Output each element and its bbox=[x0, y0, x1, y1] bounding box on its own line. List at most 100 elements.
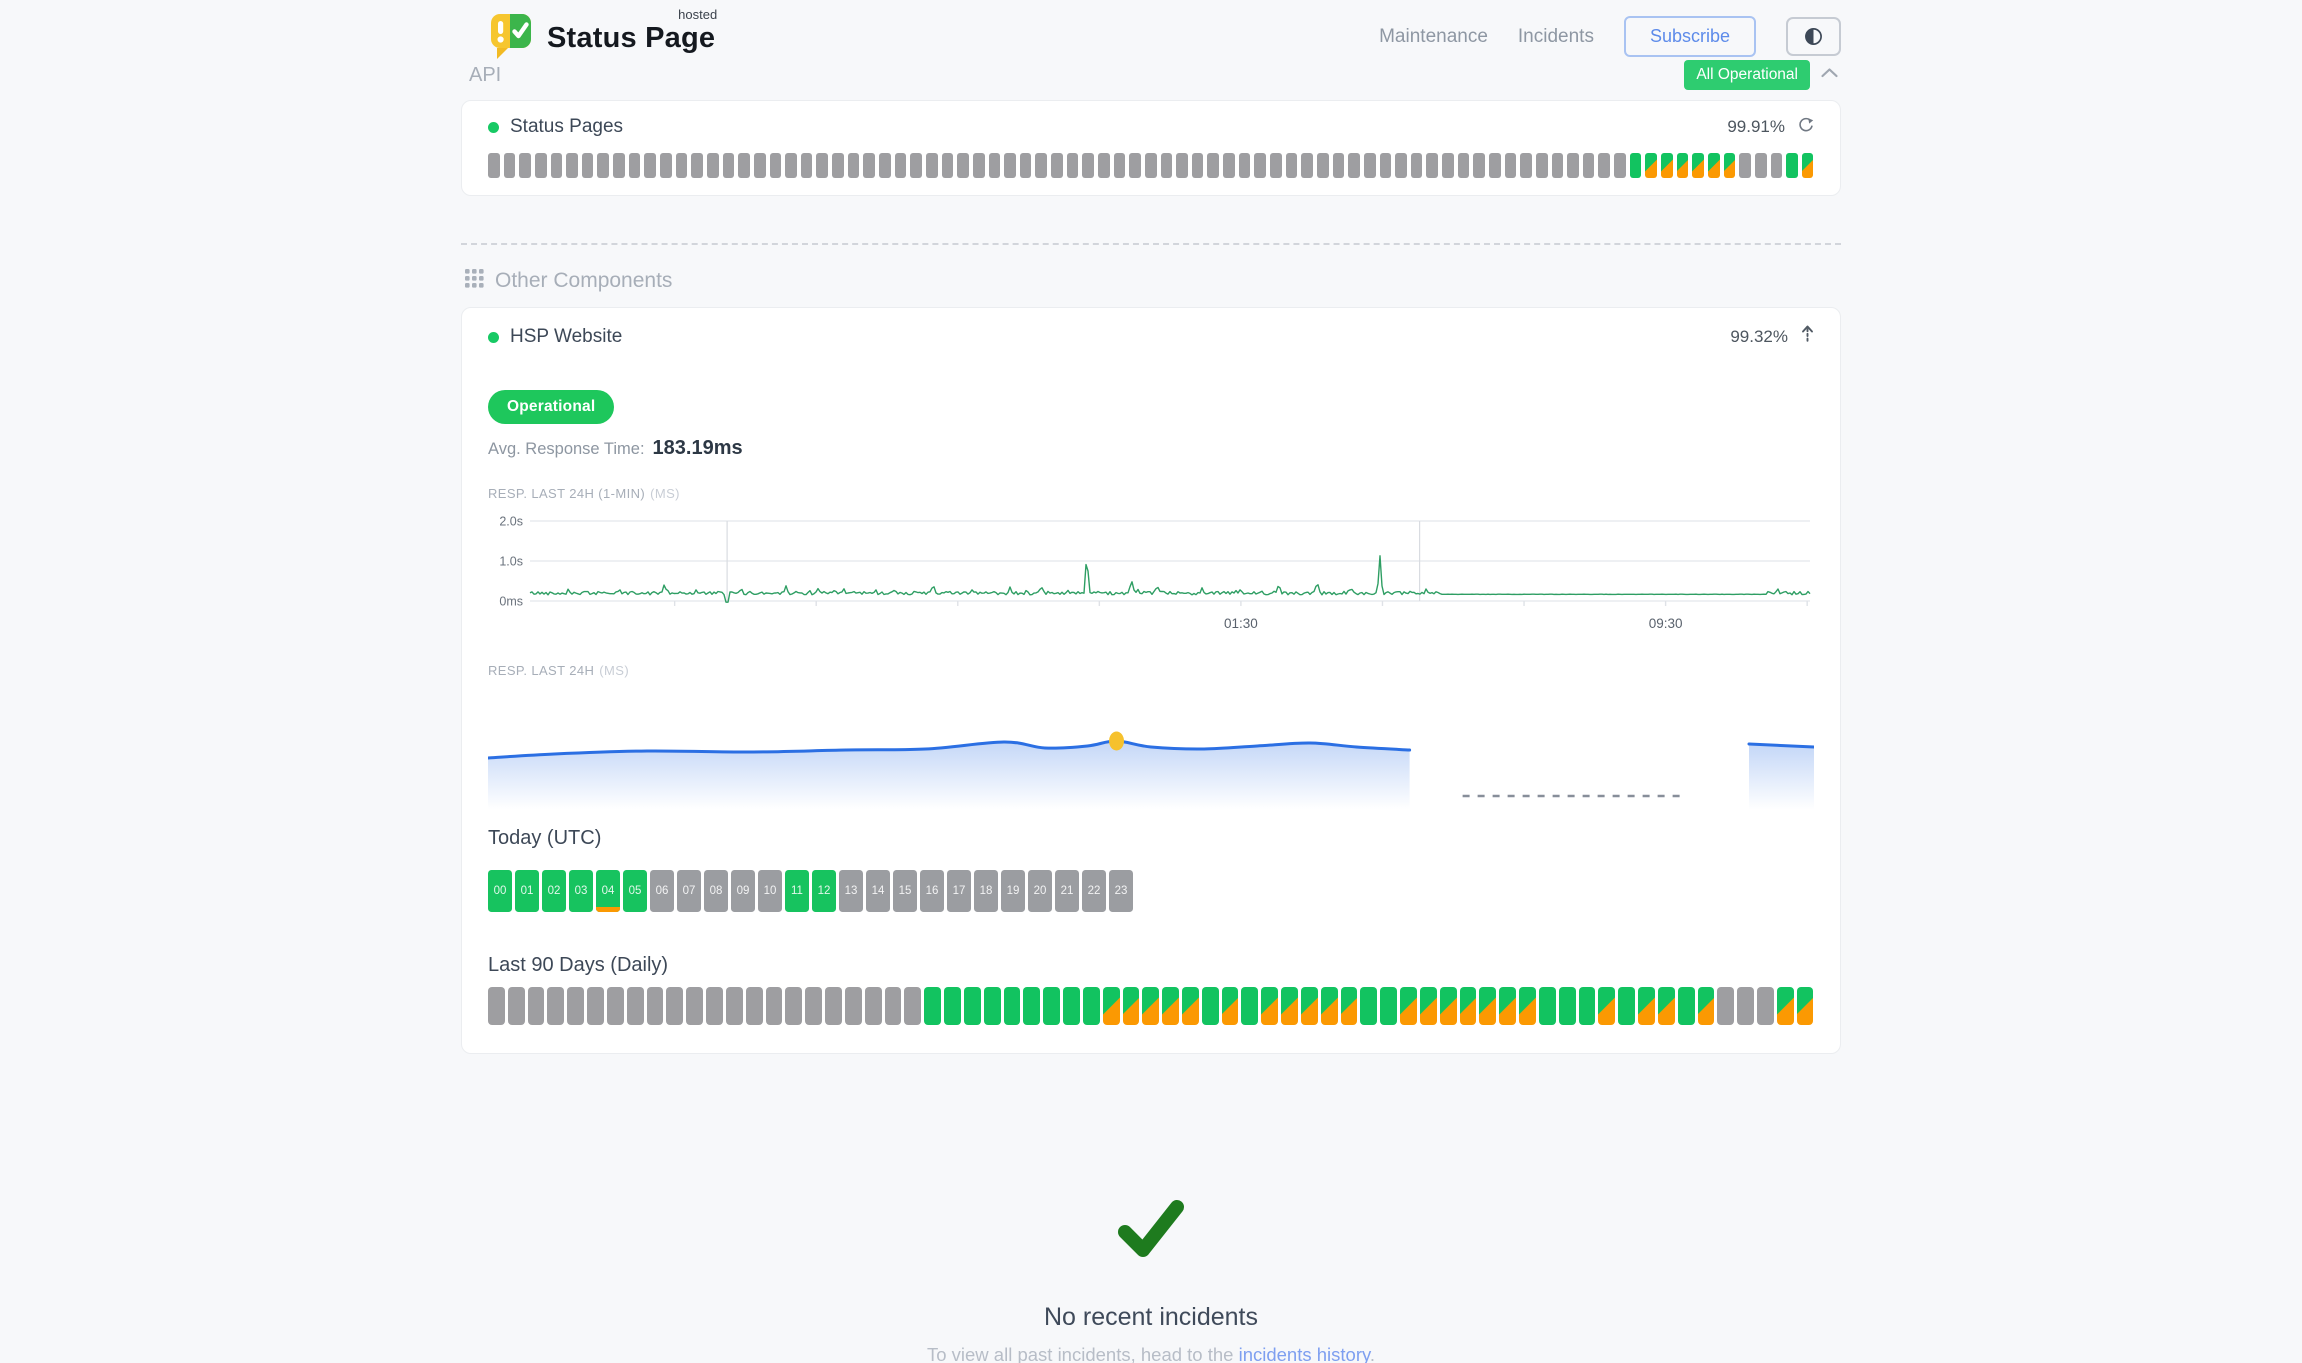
uptime-bar-partial[interactable] bbox=[1697, 987, 1715, 1025]
uptime-bar-none[interactable] bbox=[1757, 987, 1774, 1025]
uptime-bar-none[interactable] bbox=[1144, 153, 1157, 178]
uptime-bar-none[interactable] bbox=[507, 987, 525, 1025]
uptime-bar-partial[interactable] bbox=[1142, 987, 1160, 1025]
uptime-bar-none[interactable] bbox=[957, 153, 969, 178]
uptime-bar-none[interactable] bbox=[785, 987, 803, 1025]
uptime-bar-none[interactable] bbox=[864, 987, 882, 1025]
uptime-bar-none[interactable] bbox=[1223, 153, 1235, 178]
uptime-bar-partial[interactable] bbox=[1645, 153, 1658, 178]
uptime-bar-none[interactable] bbox=[1066, 153, 1079, 178]
uptime-bar-none[interactable] bbox=[1332, 153, 1345, 178]
uptime-bar-up[interactable] bbox=[1629, 153, 1642, 178]
uptime-bar-none[interactable] bbox=[1426, 153, 1439, 178]
uptime-bar-none[interactable] bbox=[1238, 153, 1251, 178]
uptime-bar-none[interactable] bbox=[581, 153, 594, 178]
hour-box-07[interactable]: 07 bbox=[677, 870, 701, 912]
uptime-bar-none[interactable] bbox=[1301, 153, 1313, 178]
uptime-bar-none[interactable] bbox=[1614, 153, 1626, 178]
uptime-bar-up[interactable] bbox=[1380, 987, 1398, 1025]
uptime-bar-none[interactable] bbox=[1551, 153, 1564, 178]
uptime-bar-none[interactable] bbox=[1113, 153, 1126, 178]
uptime-bar-none[interactable] bbox=[1285, 153, 1298, 178]
hour-box-04[interactable]: 04 bbox=[596, 870, 620, 912]
uptime-bar-none[interactable] bbox=[1129, 153, 1141, 178]
uptime-bar-none[interactable] bbox=[1019, 153, 1032, 178]
uptime-bar-none[interactable] bbox=[1207, 153, 1220, 178]
uptime-bar-partial[interactable] bbox=[1707, 153, 1720, 178]
uptime-bar-none[interactable] bbox=[1270, 153, 1282, 178]
uptime-bar-none[interactable] bbox=[644, 153, 657, 178]
uptime-bar-none[interactable] bbox=[879, 153, 891, 178]
uptime-bar-none[interactable] bbox=[816, 153, 829, 178]
uptime-bar-partial[interactable] bbox=[1122, 987, 1140, 1025]
uptime-bar-none[interactable] bbox=[904, 987, 922, 1025]
uptime-bar-none[interactable] bbox=[941, 153, 954, 178]
hour-box-03[interactable]: 03 bbox=[569, 870, 593, 912]
uptime-bar-none[interactable] bbox=[1717, 987, 1735, 1025]
hour-box-17[interactable]: 17 bbox=[947, 870, 971, 912]
uptime-bar-none[interactable] bbox=[738, 153, 750, 178]
uptime-bar-none[interactable] bbox=[488, 153, 500, 178]
uptime-bar-partial[interactable] bbox=[1801, 153, 1814, 178]
uptime-bar-none[interactable] bbox=[1535, 153, 1548, 178]
uptime-bar-none[interactable] bbox=[847, 153, 860, 178]
uptime-bar-none[interactable] bbox=[567, 987, 585, 1025]
uptime-bar-none[interactable] bbox=[765, 987, 783, 1025]
uptime-bar-none[interactable] bbox=[1410, 153, 1423, 178]
uptime-bar-up[interactable] bbox=[1003, 987, 1021, 1025]
uptime-bar-up[interactable] bbox=[1538, 987, 1556, 1025]
uptime-bar-none[interactable] bbox=[1160, 153, 1173, 178]
uptime-bar-partial[interactable] bbox=[1479, 987, 1497, 1025]
uptime-bar-none[interactable] bbox=[863, 153, 876, 178]
uptime-bar-none[interactable] bbox=[1082, 153, 1094, 178]
uptime-bar-none[interactable] bbox=[566, 153, 578, 178]
uptime-bar-none[interactable] bbox=[1254, 153, 1267, 178]
hour-box-22[interactable]: 22 bbox=[1082, 870, 1106, 912]
hour-box-20[interactable]: 20 bbox=[1028, 870, 1052, 912]
uptime-bar-none[interactable] bbox=[910, 153, 922, 178]
collapse-arrow-up-icon[interactable] bbox=[1801, 324, 1814, 350]
uptime-bar-none[interactable] bbox=[785, 153, 797, 178]
uptime-bar-up[interactable] bbox=[1618, 987, 1636, 1025]
uptime-bar-none[interactable] bbox=[1770, 153, 1783, 178]
uptime-bar-partial[interactable] bbox=[1776, 987, 1794, 1025]
uptime-bar-none[interactable] bbox=[1348, 153, 1360, 178]
uptime-bar-partial[interactable] bbox=[1519, 987, 1536, 1025]
uptime-bar-partial[interactable] bbox=[1221, 987, 1239, 1025]
uptime-bar-none[interactable] bbox=[1004, 153, 1016, 178]
nav-incidents[interactable]: Incidents bbox=[1517, 25, 1594, 47]
uptime-bar-none[interactable] bbox=[988, 153, 1001, 178]
hour-box-14[interactable]: 14 bbox=[866, 870, 890, 912]
uptime-bar-partial[interactable] bbox=[1598, 987, 1616, 1025]
uptime-bar-none[interactable] bbox=[534, 153, 547, 178]
hour-box-02[interactable]: 02 bbox=[542, 870, 566, 912]
nav-maintenance[interactable]: Maintenance bbox=[1379, 25, 1488, 47]
uptime-bar-none[interactable] bbox=[503, 153, 516, 178]
uptime-bar-none[interactable] bbox=[1567, 153, 1579, 178]
uptime-bar-none[interactable] bbox=[745, 987, 763, 1025]
hour-box-01[interactable]: 01 bbox=[515, 870, 539, 912]
hour-box-06[interactable]: 06 bbox=[650, 870, 674, 912]
uptime-bar-none[interactable] bbox=[675, 153, 688, 178]
hour-box-13[interactable]: 13 bbox=[839, 870, 863, 912]
uptime-bar-none[interactable] bbox=[805, 987, 823, 1025]
uptime-bar-none[interactable] bbox=[1097, 153, 1110, 178]
uptime-bar-partial[interactable] bbox=[1340, 987, 1358, 1025]
uptime-bar-none[interactable] bbox=[488, 987, 505, 1025]
uptime-bar-up[interactable] bbox=[1063, 987, 1080, 1025]
uptime-bar-none[interactable] bbox=[1395, 153, 1407, 178]
uptime-bar-partial[interactable] bbox=[1281, 987, 1298, 1025]
uptime-bar-none[interactable] bbox=[1582, 153, 1595, 178]
uptime-bar-none[interactable] bbox=[587, 987, 604, 1025]
hour-box-10[interactable]: 10 bbox=[758, 870, 782, 912]
uptime-bar-up[interactable] bbox=[1578, 987, 1596, 1025]
uptime-bar-none[interactable] bbox=[597, 153, 610, 178]
uptime-bar-none[interactable] bbox=[1051, 153, 1063, 178]
uptime-bar-none[interactable] bbox=[725, 987, 743, 1025]
uptime-bar-none[interactable] bbox=[646, 987, 664, 1025]
uptime-bar-none[interactable] bbox=[686, 987, 704, 1025]
response-time-line-chart[interactable]: 2.0s 1.0s 0ms 01:30 09:30 bbox=[488, 509, 1814, 637]
uptime-bar-none[interactable] bbox=[666, 987, 684, 1025]
uptime-bar-none[interactable] bbox=[527, 987, 545, 1025]
uptime-bar-none[interactable] bbox=[972, 153, 985, 178]
